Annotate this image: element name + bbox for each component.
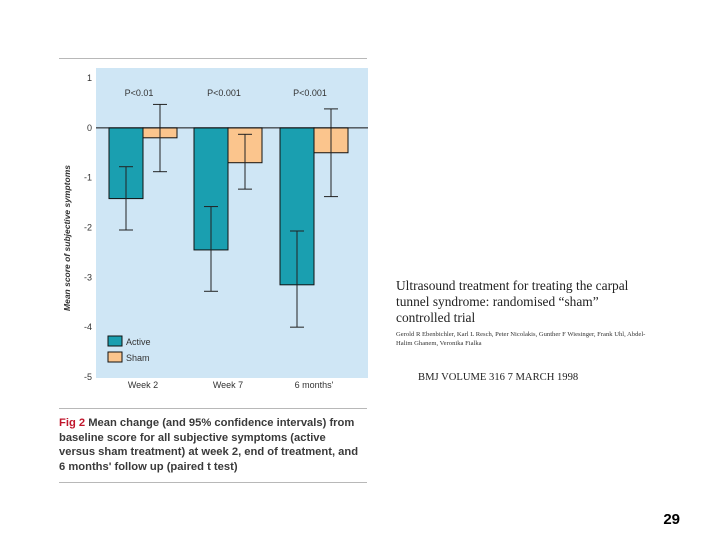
x-tick-label: Week 7 — [213, 380, 243, 390]
error-bar-sham-1 — [153, 103, 167, 173]
legend-swatch-active — [107, 335, 123, 347]
paper-title: Ultrasound treatment for treating the ca… — [396, 278, 629, 325]
error-bar-sham-2 — [238, 133, 252, 190]
paper-authors: Gerold R Ebenbichler, Karl L Resch, Pete… — [396, 331, 646, 347]
figure-caption-text: Mean change (and 95% confidence interval… — [59, 417, 359, 473]
y-tick-label: -2 — [84, 223, 92, 233]
p-value-label: P<0.001 — [293, 88, 327, 98]
p-value-label: P<0.01 — [125, 88, 154, 98]
error-bar-active-3 — [290, 230, 304, 328]
x-tick-label: Week 2 — [128, 380, 158, 390]
y-tick-label: -1 — [84, 173, 92, 183]
legend-swatch-sham — [107, 351, 123, 363]
figure-mid-rule — [59, 408, 367, 409]
y-tick-label: 1 — [87, 73, 92, 83]
y-tick-label: 0 — [87, 123, 92, 133]
y-axis-label: Mean score of subjective symptoms — [62, 165, 72, 311]
figure-top-rule — [59, 58, 367, 59]
x-tick-label: 6 months'follow up — [295, 380, 334, 390]
y-tick-label: -3 — [84, 272, 92, 282]
error-bar-sham-3 — [324, 108, 338, 198]
plot-background — [96, 68, 368, 378]
p-value-label: P<0.001 — [207, 88, 241, 98]
journal-citation: BMJ VOLUME 316 7 MARCH 1998 — [418, 372, 579, 383]
y-tick-label: -5 — [84, 372, 92, 382]
bar-chart: Mean score of subjective symptoms 1 0 -1 -2… — [62, 68, 368, 390]
paper-header: Ultrasound treatment for treating the ca… — [396, 278, 656, 348]
figure-caption: Fig 2 Mean change (and 95% confidence in… — [59, 416, 364, 474]
page-number: 29 — [663, 511, 680, 528]
figure-caption-label: Fig 2 — [59, 417, 86, 429]
figure-bottom-rule — [59, 482, 367, 483]
legend-label-sham: Sham — [126, 353, 150, 363]
error-bar-active-1 — [119, 166, 133, 231]
legend-label-active: Active — [126, 337, 151, 347]
y-tick-label: -4 — [84, 322, 92, 332]
error-bar-active-2 — [204, 206, 218, 292]
